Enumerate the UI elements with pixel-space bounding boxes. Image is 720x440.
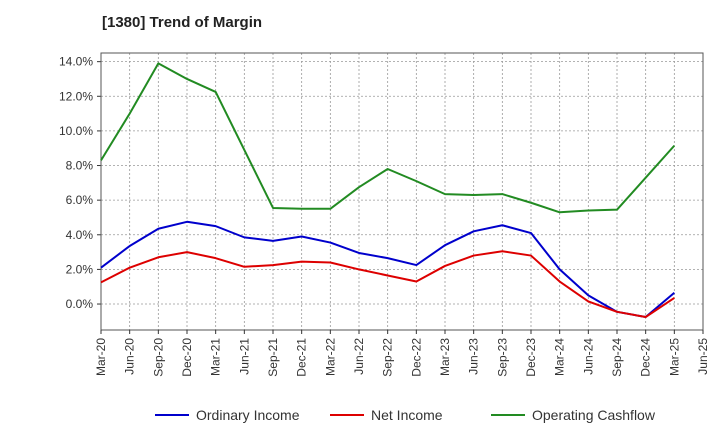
y-tick-label: 10.0% [59,124,93,138]
legend-label: Operating Cashflow [532,407,656,423]
y-tick-label: 4.0% [66,228,94,242]
x-tick-label: Mar-23 [438,338,452,376]
x-tick-label: Dec-21 [295,338,309,377]
x-tick-label: Mar-21 [209,338,223,376]
x-tick-label: Jun-21 [237,338,251,375]
series-line-ordinary-income [100,220,675,319]
x-tick-label: Dec-20 [180,338,194,377]
x-tick-label: Dec-22 [409,338,423,377]
plot-area [101,53,703,330]
y-tick-label: 2.0% [66,262,94,276]
x-tick-label: Mar-22 [323,338,337,376]
y-tick-label: 0.0% [66,297,94,311]
x-tick-label: Mar-24 [553,338,567,376]
x-tick-label: Sep-20 [151,338,165,377]
x-tick-label: Sep-21 [266,338,280,377]
x-tick-label: Mar-25 [667,338,681,376]
x-tick-label: Sep-23 [495,338,509,377]
x-tick-label: Mar-20 [94,338,108,376]
x-tick-label: Jun-24 [581,338,595,375]
x-tick-label: Jun-25 [696,338,710,375]
series-line-operating-cashflow [100,62,676,214]
plot-frame [100,52,704,331]
x-tick-label: Sep-24 [610,338,624,377]
legend-label: Ordinary Income [196,407,300,423]
x-tick-label: Jun-20 [123,338,137,375]
series-line-net-income [100,250,675,319]
chart-title: [1380] Trend of Margin [102,14,263,31]
y-tick-label: 12.0% [59,89,93,103]
x-tick-label: Dec-23 [524,338,538,377]
x-tick-label: Dec-24 [639,338,653,377]
y-tick-label: 6.0% [66,193,94,207]
y-tick-label: 14.0% [59,55,93,69]
x-tick-label: Jun-22 [352,338,366,375]
legend-label: Net Income [371,407,443,423]
x-tick-label: Sep-22 [381,338,395,377]
y-tick-label: 8.0% [66,159,94,173]
x-tick-label: Jun-23 [467,338,481,375]
